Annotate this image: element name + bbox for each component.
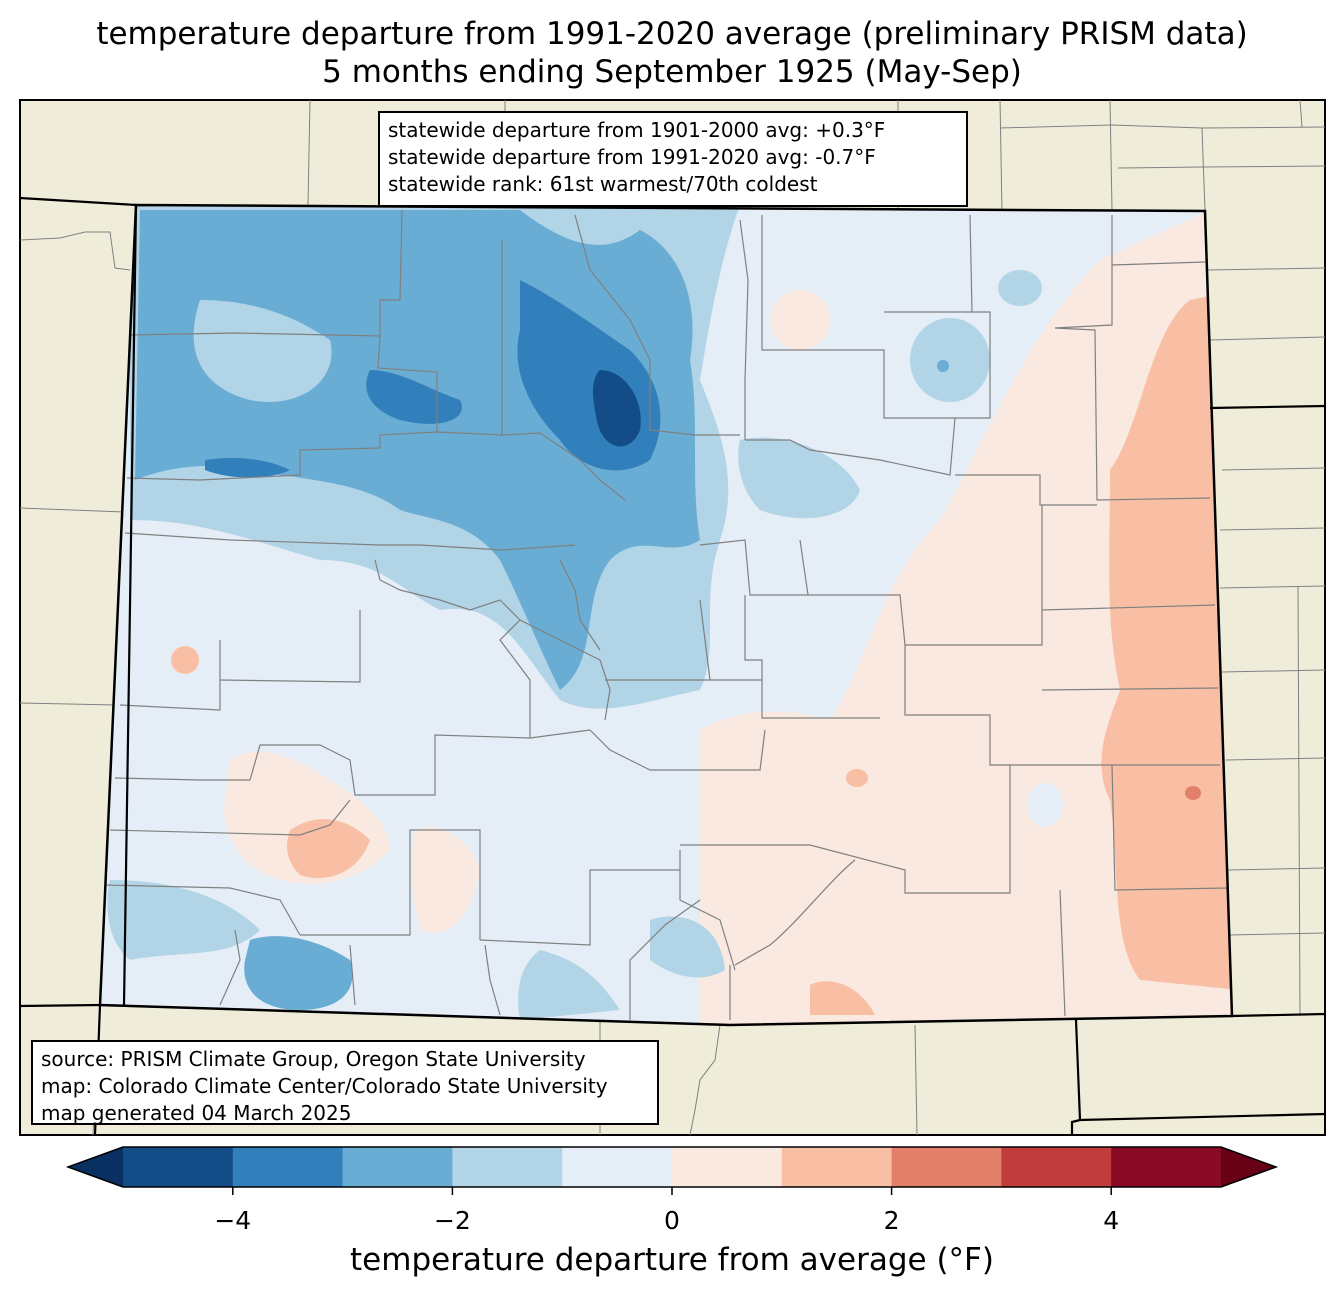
colorbar-over-arrow	[1221, 1147, 1276, 1187]
colorbar-label: temperature departure from average (°F)	[350, 1242, 994, 1278]
stat-1991-2020: statewide departure from 1991-2020 avg: …	[388, 145, 876, 169]
colorbar-outline	[65, 1146, 1279, 1188]
map-credit-line: map: Colorado Climate Center/Colorado St…	[41, 1074, 608, 1098]
colorbar-bin	[452, 1147, 563, 1187]
colorbar-bin	[781, 1147, 893, 1187]
county-lines	[104, 209, 1231, 1020]
colorbar-bin	[1111, 1147, 1222, 1187]
colorbar-bin	[1001, 1147, 1112, 1187]
colorbar-bin	[672, 1147, 783, 1187]
statewide-stats-box: statewide departure from 1901-2000 avg: …	[378, 111, 968, 207]
colorbar-tick-label: −4	[214, 1206, 251, 1235]
temperature-departure-field	[100, 205, 1232, 1025]
colorbar-tick-label: 2	[884, 1206, 900, 1235]
source-box: source: PRISM Climate Group, Oregon Stat…	[31, 1040, 659, 1125]
colorbar-tick-label: −2	[434, 1206, 471, 1235]
colorbar-bin	[562, 1147, 673, 1187]
map-title: temperature departure from 1991-2020 ave…	[96, 16, 1248, 52]
generated-date-line: map generated 04 March 2025	[41, 1101, 352, 1125]
stat-1901-2000: statewide departure from 1901-2000 avg: …	[388, 118, 886, 142]
map-subtitle: 5 months ending September 1925 (May-Sep)	[322, 54, 1022, 90]
colorado-border	[98, 203, 1234, 1027]
stat-rank: statewide rank: 61st warmest/70th coldes…	[388, 172, 818, 196]
colorbar-bin	[342, 1147, 453, 1187]
colorbar-tick-label: 4	[1103, 1206, 1119, 1235]
colorbar-tick-label: 0	[664, 1206, 680, 1235]
colorbar-bin	[123, 1147, 234, 1187]
source-line: source: PRISM Climate Group, Oregon Stat…	[41, 1047, 586, 1071]
colorbar-bin	[232, 1147, 344, 1187]
colorbar: −4 −2 0 2 4	[65, 1146, 1279, 1235]
colorbar-under-arrow	[68, 1147, 123, 1187]
colorbar-bin	[891, 1147, 1002, 1187]
